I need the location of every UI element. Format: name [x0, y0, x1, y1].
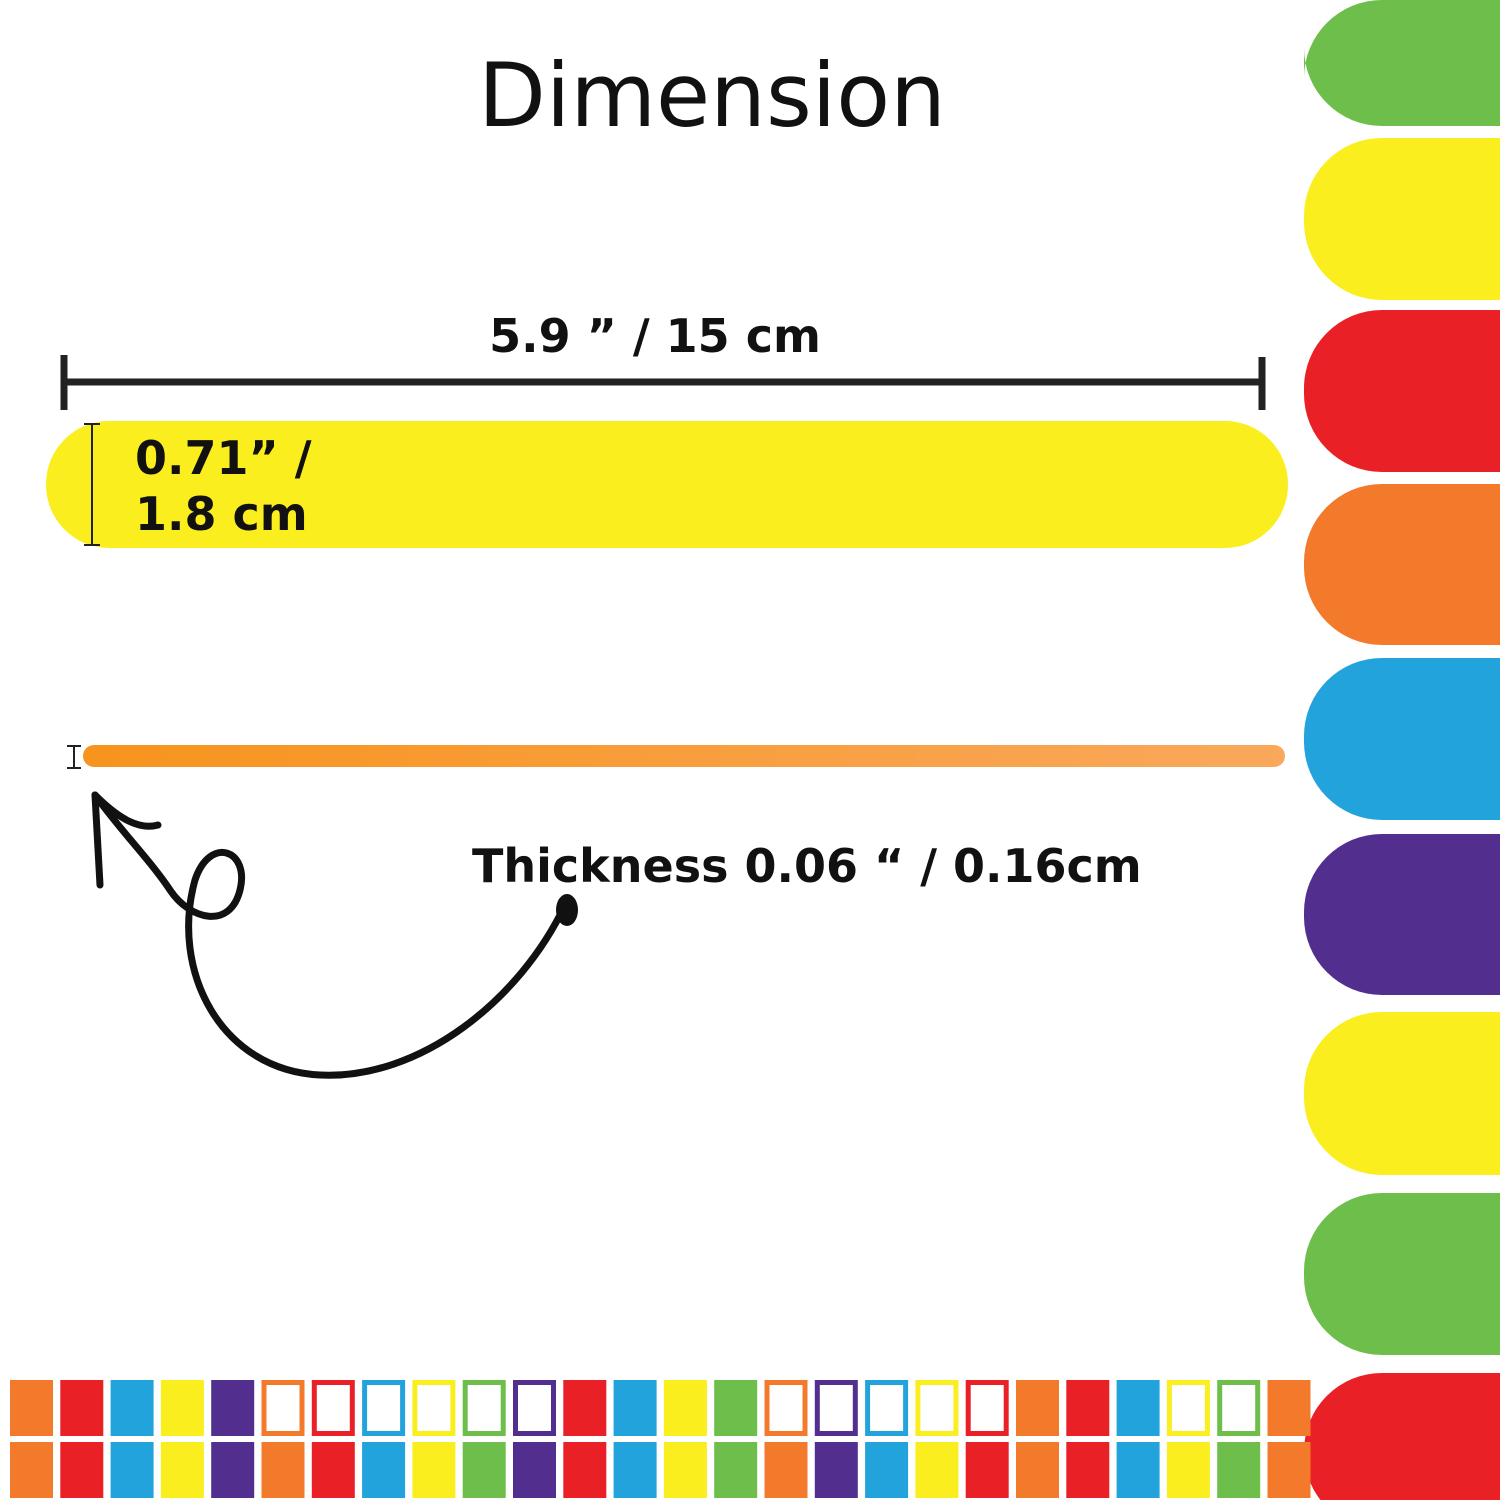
tile	[563, 1442, 607, 1498]
tile	[965, 1380, 1009, 1436]
tile	[1166, 1442, 1210, 1498]
tile	[613, 1442, 657, 1498]
tile	[110, 1442, 154, 1498]
tile	[764, 1380, 808, 1436]
tile	[965, 1442, 1009, 1498]
tile	[714, 1380, 758, 1436]
tile	[1116, 1442, 1160, 1498]
tile	[311, 1380, 355, 1436]
tile	[915, 1380, 959, 1436]
tile	[211, 1442, 255, 1498]
width-ruler	[84, 423, 100, 546]
yellow-stick	[46, 421, 1288, 548]
side-tab	[1304, 0, 1500, 126]
length-ruler	[60, 355, 1266, 410]
tile	[261, 1442, 305, 1498]
tile	[311, 1442, 355, 1498]
tile	[1016, 1380, 1059, 1436]
tile	[412, 1380, 456, 1436]
side-tab	[1304, 1373, 1500, 1500]
side-tab	[1304, 484, 1500, 645]
tile	[110, 1380, 154, 1436]
curly-arrow	[91, 791, 569, 1079]
tile	[1166, 1380, 1210, 1436]
tile	[563, 1380, 607, 1436]
side-tab	[1304, 834, 1500, 995]
tile	[60, 1380, 104, 1436]
tile	[865, 1380, 909, 1436]
bottom-tiles	[10, 1380, 1311, 1498]
tile	[462, 1380, 506, 1436]
tile	[10, 1380, 53, 1436]
tile	[1016, 1442, 1059, 1498]
tile	[362, 1380, 406, 1436]
tile	[1267, 1380, 1311, 1436]
side-tab	[1304, 310, 1500, 472]
tile	[462, 1442, 506, 1498]
tile	[1267, 1442, 1311, 1498]
tile	[764, 1442, 808, 1498]
tile	[1116, 1380, 1160, 1436]
arrow-tail	[556, 894, 578, 926]
tile	[211, 1380, 255, 1436]
length-label: 5.9 ” / 15 cm	[489, 309, 821, 363]
orange-stick	[83, 745, 1285, 767]
tile	[663, 1442, 707, 1498]
tile	[513, 1380, 556, 1436]
side-tab	[1304, 658, 1500, 820]
tile	[362, 1442, 406, 1498]
tile	[160, 1380, 204, 1436]
tile	[613, 1380, 657, 1436]
thickness-label: Thickness 0.06 “ / 0.16cm	[472, 839, 1142, 893]
width-label-1: 0.71” /	[135, 431, 312, 485]
tile	[814, 1380, 858, 1436]
width-label-2: 1.8 cm	[135, 487, 308, 541]
tile	[60, 1442, 104, 1498]
tile	[10, 1442, 53, 1498]
side-tab	[1304, 138, 1500, 300]
thickness-ruler	[67, 745, 81, 769]
side-tab	[1304, 1193, 1500, 1355]
tile	[412, 1442, 456, 1498]
tile	[714, 1442, 758, 1498]
tile	[663, 1380, 707, 1436]
tile	[1217, 1442, 1261, 1498]
tile	[915, 1442, 959, 1498]
tile	[261, 1380, 305, 1436]
tile	[513, 1442, 556, 1498]
tile	[814, 1442, 858, 1498]
title: Dimension	[478, 44, 946, 147]
tile	[865, 1442, 909, 1498]
tile	[1066, 1442, 1110, 1498]
side-tabs	[1304, 0, 1500, 1500]
side-tab	[1304, 1012, 1500, 1175]
tile	[1217, 1380, 1261, 1436]
tile	[160, 1442, 204, 1498]
tile	[1066, 1380, 1110, 1436]
